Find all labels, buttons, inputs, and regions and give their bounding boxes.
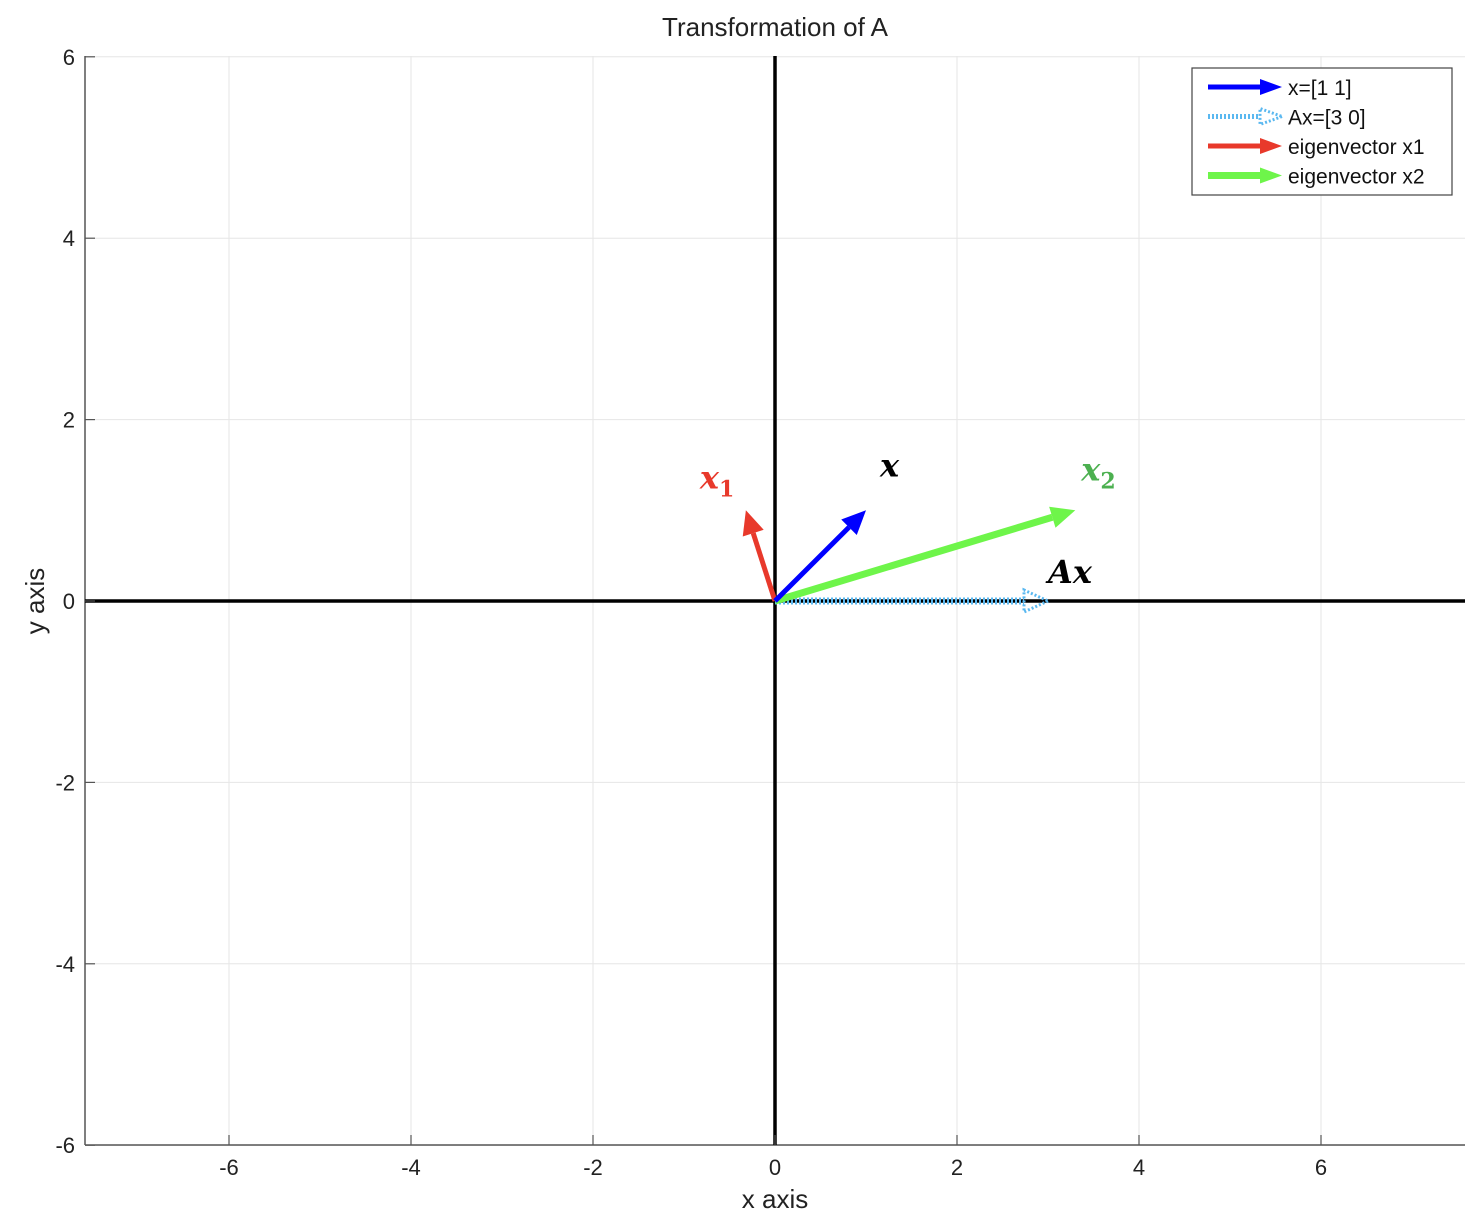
vector-annotation: x2	[1080, 450, 1115, 494]
vectors	[742, 506, 1076, 615]
vector-annotation: Ax	[1045, 553, 1093, 591]
x-tick-label: -2	[583, 1155, 603, 1180]
vector-annotation: x1	[699, 458, 734, 502]
x-tick-label: 0	[769, 1155, 781, 1180]
x-tick-label: -6	[219, 1155, 239, 1180]
vector-annotations: x Ax x1 x2	[699, 446, 1116, 591]
y-tick-label: 0	[63, 589, 75, 614]
vector-annotation: x	[879, 446, 900, 484]
chart-title: Transformation of A	[662, 12, 889, 42]
vector-eigen-x2	[773, 506, 1076, 605]
y-tick-label: 6	[63, 45, 75, 70]
legend-swatch	[1208, 79, 1282, 95]
vector-eigen-x1	[742, 510, 778, 602]
legend-label: eigenvector x1	[1288, 136, 1425, 159]
legend-swatch	[1208, 138, 1282, 154]
vector-x	[773, 510, 866, 603]
x-tick-label: 6	[1315, 1155, 1327, 1180]
y-tick-label: 4	[63, 226, 75, 251]
legend-swatch	[1208, 167, 1282, 184]
y-tick-label: -4	[55, 952, 75, 977]
legend: x=[1 1] Ax=[3 0] eigenvector x1 eigenvector…	[1191, 67, 1453, 196]
y-axis-label: y axis	[20, 568, 50, 634]
ticks: -6 -4 -2 0 2 4 6 -6 -4 -2 0 2 4 6	[55, 45, 1327, 1180]
x-tick-label: 4	[1133, 1155, 1145, 1180]
legend-label: eigenvector x2	[1288, 166, 1425, 189]
x-axis-label: x axis	[742, 1184, 808, 1214]
y-tick-label: -2	[55, 770, 75, 795]
x-tick-label: 2	[951, 1155, 963, 1180]
legend-label: Ax=[3 0]	[1288, 107, 1366, 130]
y-tick-label: -6	[55, 1133, 75, 1158]
legend-swatch	[1208, 106, 1287, 127]
x-tick-label: -4	[401, 1155, 421, 1180]
vector-Ax	[775, 587, 1052, 615]
y-tick-label: 2	[63, 408, 75, 433]
legend-label: x=[1 1]	[1288, 77, 1352, 100]
